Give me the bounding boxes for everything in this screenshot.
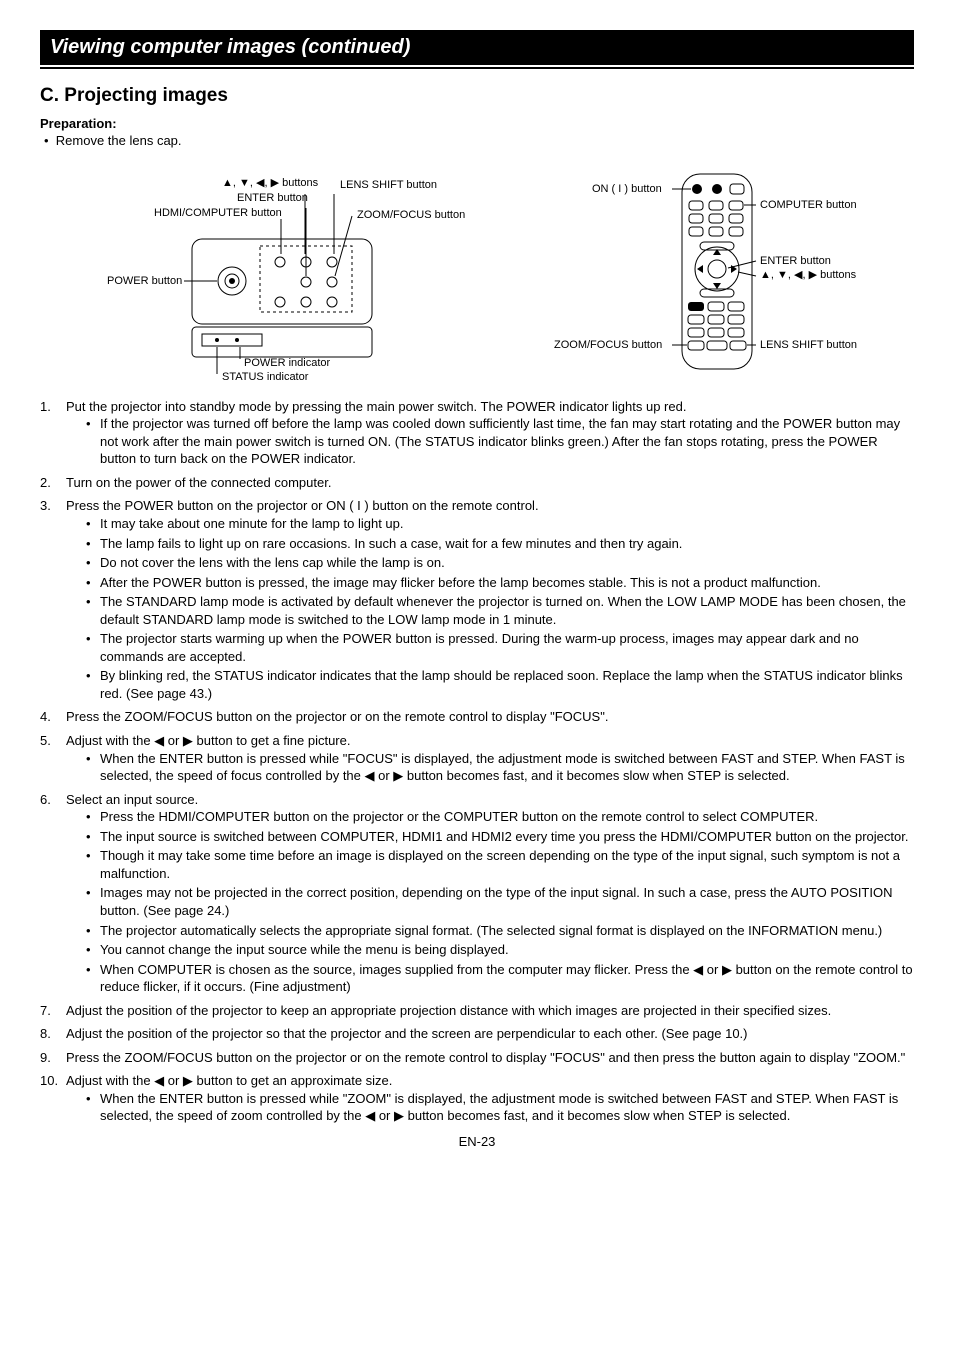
step-sublist: When the ENTER button is pressed while "… <box>66 1090 914 1125</box>
step-item: Turn on the power of the connected compu… <box>40 474 914 492</box>
step-sublist: Press the HDMI/COMPUTER button on the pr… <box>66 808 914 995</box>
diagram-row: ▲, ▼, ◀, ▶ buttons ENTER button HDMI/COM… <box>40 164 914 384</box>
step-item: Adjust the position of the projector to … <box>40 1002 914 1020</box>
step-sublist: It may take about one minute for the lam… <box>66 515 914 702</box>
step-sub-item: Press the HDMI/COMPUTER button on the pr… <box>86 808 914 826</box>
step-item: Put the projector into standby mode by p… <box>40 398 914 468</box>
label-zoom-focus-remote: ZOOM/FOCUS button <box>554 338 662 353</box>
step-sub-item: If the projector was turned off before t… <box>86 415 914 468</box>
step-item: Press the POWER button on the projector … <box>40 497 914 702</box>
step-sublist: If the projector was turned off before t… <box>66 415 914 468</box>
label-arrow-buttons: ▲, ▼, ◀, ▶ buttons <box>222 176 318 191</box>
label-hdmi: HDMI/COMPUTER button <box>154 206 282 221</box>
step-sub-item: Images may not be projected in the corre… <box>86 884 914 919</box>
label-power-ind: POWER indicator <box>244 356 330 371</box>
step-text: Turn on the power of the connected compu… <box>66 475 331 490</box>
step-item: Press the ZOOM/FOCUS button on the proje… <box>40 708 914 726</box>
label-arrow-remote: ▲, ▼, ◀, ▶ buttons <box>760 268 856 283</box>
label-lens-shift: LENS SHIFT button <box>340 178 437 193</box>
preparation-label: Preparation: <box>40 115 914 133</box>
step-text: Press the ZOOM/FOCUS button on the proje… <box>66 709 608 724</box>
step-sublist: When the ENTER button is pressed while "… <box>66 750 914 785</box>
step-item: Select an input source.Press the HDMI/CO… <box>40 791 914 996</box>
step-item: Adjust with the ◀ or ▶ button to get an … <box>40 1072 914 1125</box>
step-sub-item: It may take about one minute for the lam… <box>86 515 914 533</box>
step-sub-item: The lamp fails to light up on rare occas… <box>86 535 914 553</box>
step-sub-item: The input source is switched between COM… <box>86 828 914 846</box>
step-sub-item: The projector automatically selects the … <box>86 922 914 940</box>
label-computer-button: COMPUTER button <box>760 198 857 213</box>
step-sub-item: The projector starts warming up when the… <box>86 630 914 665</box>
step-text: Adjust the position of the projector so … <box>66 1026 747 1041</box>
step-item: Adjust the position of the projector so … <box>40 1025 914 1043</box>
step-sub-item: By blinking red, the STATUS indicator in… <box>86 667 914 702</box>
label-enter-remote: ENTER button <box>760 254 831 269</box>
label-on-button: ON ( I ) button <box>592 182 662 197</box>
step-sub-item: The STANDARD lamp mode is activated by d… <box>86 593 914 628</box>
label-zoom-focus: ZOOM/FOCUS button <box>357 208 465 223</box>
label-power: POWER button <box>107 274 182 289</box>
step-sub-item: When the ENTER button is pressed while "… <box>86 1090 914 1125</box>
section-title: C. Projecting images <box>40 83 914 109</box>
label-lens-shift-remote: LENS SHIFT button <box>760 338 857 353</box>
prep-text: Remove the lens cap. <box>56 133 182 148</box>
step-sub-item: When the ENTER button is pressed while "… <box>86 750 914 785</box>
step-text: Adjust with the ◀ or ▶ button to get a f… <box>66 733 350 748</box>
preparation-item: • Remove the lens cap. <box>44 132 914 150</box>
step-sub-item: Do not cover the lens with the lens cap … <box>86 554 914 572</box>
page-header-banner: Viewing computer images (continued) <box>40 30 914 65</box>
header-rule <box>40 67 914 69</box>
projector-diagram: ▲, ▼, ◀, ▶ buttons ENTER button HDMI/COM… <box>62 164 442 384</box>
step-sub-item: After the POWER button is pressed, the i… <box>86 574 914 592</box>
step-text: Press the ZOOM/FOCUS button on the proje… <box>66 1050 905 1065</box>
steps-list: Put the projector into standby mode by p… <box>40 398 914 1125</box>
page-number: EN-23 <box>40 1133 914 1151</box>
step-sub-item: You cannot change the input source while… <box>86 941 914 959</box>
step-text: Select an input source. <box>66 792 198 807</box>
step-text: Press the POWER button on the projector … <box>66 498 539 513</box>
step-text: Put the projector into standby mode by p… <box>66 399 686 414</box>
step-sub-item: When COMPUTER is chosen as the source, i… <box>86 961 914 996</box>
label-enter: ENTER button <box>237 191 308 206</box>
step-sub-item: Though it may take some time before an i… <box>86 847 914 882</box>
step-text: Adjust with the ◀ or ▶ button to get an … <box>66 1073 392 1088</box>
step-item: Press the ZOOM/FOCUS button on the proje… <box>40 1049 914 1067</box>
step-text: Adjust the position of the projector to … <box>66 1003 831 1018</box>
label-status-ind: STATUS indicator <box>222 370 308 385</box>
remote-diagram: ON ( I ) button COMPUTER button ENTER bu… <box>472 164 892 384</box>
step-item: Adjust with the ◀ or ▶ button to get a f… <box>40 732 914 785</box>
